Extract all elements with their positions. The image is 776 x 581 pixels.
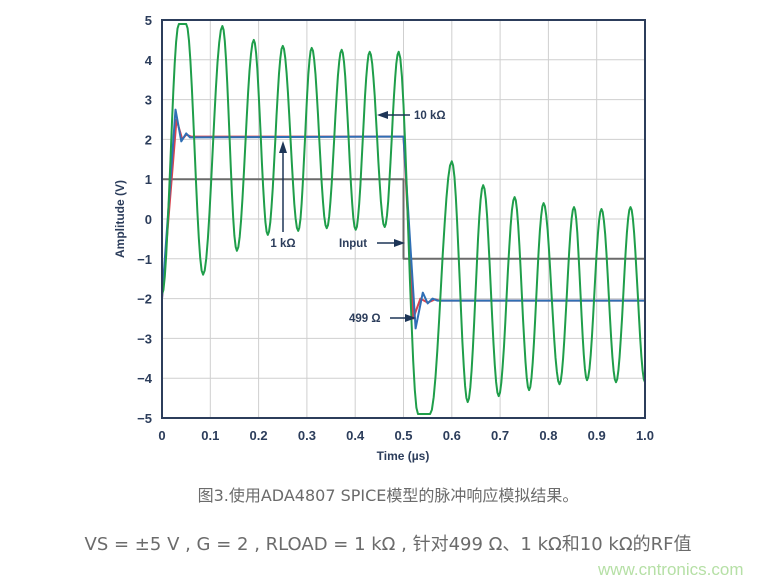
x-tick-label: 0.3 [298, 428, 316, 443]
x-tick-label: 0.8 [539, 428, 557, 443]
arrowhead-499 [405, 314, 416, 322]
x-tick-label: 0.6 [443, 428, 461, 443]
figure-caption-detail: VS = ±5 V , G = 2 , RLOAD = 1 kΩ , 针对499… [84, 534, 692, 555]
watermark: www.cntronics.com [598, 560, 744, 579]
annotations: 10 kΩ 1 kΩ Input 499 Ω [270, 110, 445, 325]
y-tick-label: −2 [137, 292, 152, 307]
x-tick-label: 0.5 [394, 428, 412, 443]
y-tick-label: −4 [137, 371, 153, 386]
x-tick-label: 0.2 [250, 428, 268, 443]
x-tick-label: 0.7 [491, 428, 509, 443]
y-tick-label: 2 [145, 132, 152, 147]
y-tick-label: 0 [145, 212, 152, 227]
plot-frame [161, 19, 646, 419]
label-input: Input [339, 238, 367, 250]
label-1k: 1 kΩ [270, 238, 295, 250]
y-tick-label: −1 [137, 252, 152, 267]
arrowhead-1k [279, 141, 287, 153]
y-axis-label: Amplitude (V) [113, 180, 127, 258]
x-tick-label: 0.1 [201, 428, 219, 443]
label-10k: 10 kΩ [414, 110, 446, 122]
y-tick-label: 5 [145, 13, 152, 28]
label-499: 499 Ω [349, 313, 381, 325]
y-tick-label: 3 [145, 93, 152, 108]
y-tick-label: 4 [145, 53, 153, 68]
arrowhead-input [394, 239, 405, 247]
y-tick-label: −3 [137, 331, 152, 346]
y-tick-label: −5 [137, 411, 152, 426]
x-tick-label: 1.0 [636, 428, 654, 443]
x-axis-label: Time (µs) [377, 449, 430, 463]
x-tick-label: 0 [158, 428, 165, 443]
x-tick-label: 0.9 [588, 428, 606, 443]
arrowhead-10k [377, 111, 388, 119]
series-10-kω [161, 23, 646, 415]
tick-labels: 0 0.1 0.2 0.3 0.4 0.5 0.6 0.7 0.8 0.9 1.0 5 4 3 2 1 0 −1 −… [137, 13, 654, 443]
figure-caption-title: 图3.使用ADA4807 SPICE模型的脉冲响应模拟结果。 [197, 486, 579, 505]
series-1-kω [161, 108, 645, 330]
x-tick-label: 0.4 [346, 428, 365, 443]
y-tick-label: 1 [145, 172, 152, 187]
